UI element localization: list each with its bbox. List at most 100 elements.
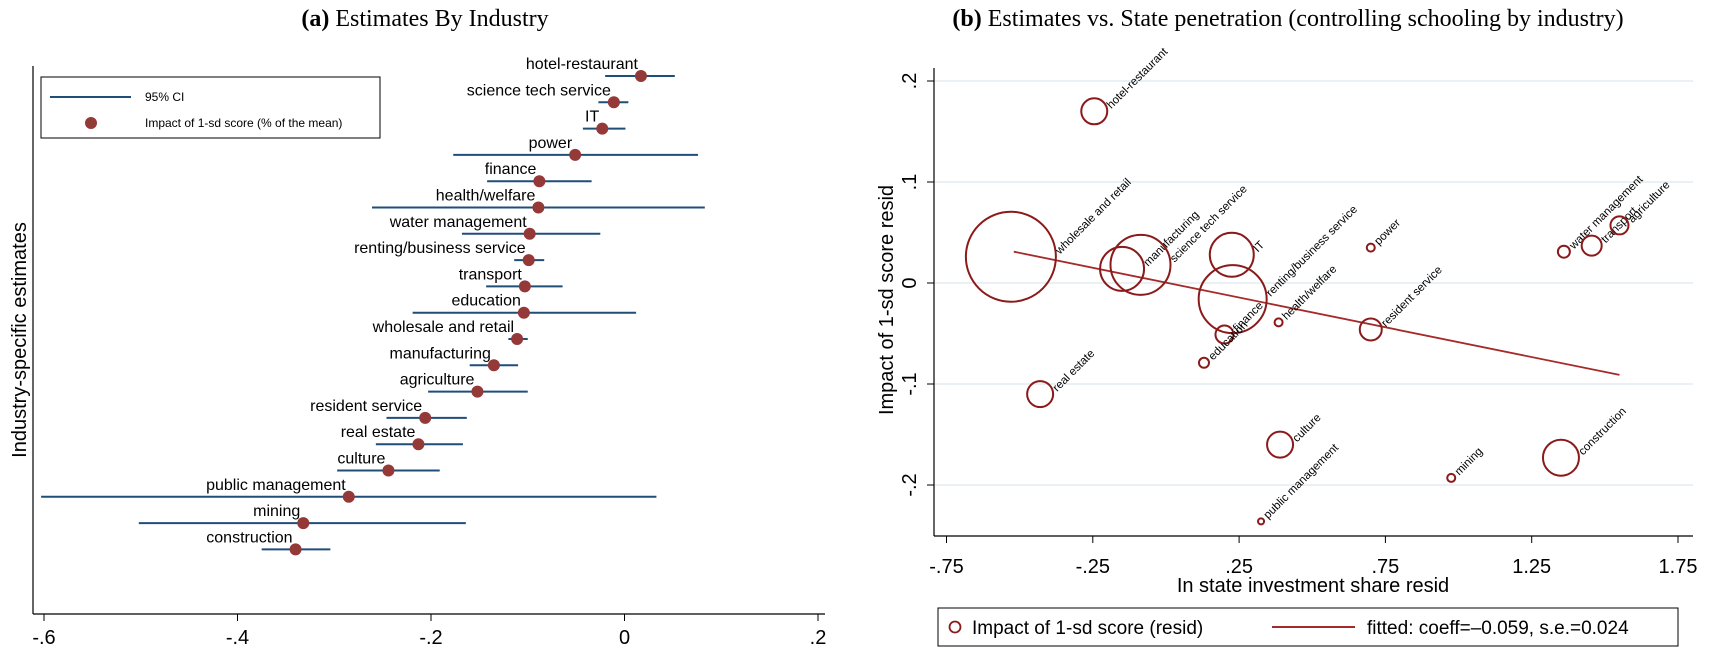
estimate-point: [487, 359, 500, 372]
legend-bubble-swatch: [948, 620, 962, 634]
industry-label: transport: [459, 266, 523, 283]
industry-label: wholesale and retail: [372, 319, 514, 336]
panel-a-x-tick-label: .2: [810, 627, 827, 649]
estimate-point: [607, 96, 620, 109]
estimate-point: [569, 148, 582, 161]
industry-label: manufacturing: [389, 345, 490, 362]
industry-label: resident service: [310, 398, 422, 415]
estimate-point: [634, 70, 647, 82]
panel-a-legend: 95% CI Impact of 1-sd score (% of the me…: [40, 76, 381, 139]
bubble-marker: [1214, 324, 1235, 345]
estimate-point: [419, 411, 432, 424]
legend-point-swatch: [85, 117, 97, 129]
estimate-point: [511, 333, 524, 345]
bubble-marker: [1365, 242, 1376, 253]
estimate-point: [596, 122, 609, 135]
industry-label: science tech service: [467, 82, 611, 99]
panel-a: (a) Estimates By Industry Industry-speci…: [9, 6, 826, 649]
industry-label: real estate: [341, 424, 416, 441]
panel-b-x-tick-label: .25: [1225, 556, 1253, 578]
bubble-marker: [1273, 317, 1284, 328]
industry-label: culture: [337, 451, 385, 468]
bubble-marker: [1080, 97, 1109, 126]
legend-fit-label: fitted: coeff=–0.059, s.e.=0.024: [1367, 618, 1629, 639]
bubble-marker: [964, 210, 1057, 303]
bubble-marker: [1197, 356, 1210, 369]
bubble-marker: [1257, 517, 1266, 526]
estimate-point: [289, 543, 302, 556]
panel-b-y-tick-label: 0: [899, 277, 921, 288]
panel-b-x-tick-label: .75: [1371, 556, 1399, 578]
panel-a-x-ticks: -.6 -.4 -.2 0 .2: [32, 614, 826, 649]
panel-a-title-text: Estimates By Industry: [335, 6, 548, 32]
panel-b-gridlines: [934, 80, 1693, 486]
estimate-point: [532, 201, 545, 214]
panel-a-title: (a) Estimates By Industry: [301, 6, 548, 32]
panel-a-x-tick-label: 0: [619, 627, 630, 649]
panel-b-y-tick-label: -.1: [899, 372, 921, 395]
panel-b-legend: Impact of 1-sd score (resid) fitted: coe…: [937, 607, 1679, 647]
bubble-label: real estate: [1051, 348, 1097, 394]
panel-b-x-tick-label: 1.75: [1659, 556, 1698, 578]
bubble-marker: [1541, 438, 1580, 477]
industry-label: hotel-restaurant: [526, 56, 639, 73]
bubble-label: culture: [1291, 412, 1324, 445]
panel-a-title-prefix: (a): [301, 6, 329, 32]
bubble-label: public management: [1262, 441, 1342, 521]
industry-label: construction: [206, 529, 292, 546]
industry-label: power: [529, 135, 573, 152]
panel-b: (b) Estimates vs. State penetration (con…: [876, 6, 1697, 647]
estimate-point: [523, 227, 536, 240]
bubble-label: construction: [1577, 406, 1629, 458]
legend-point-label: Impact of 1-sd score (% of the mean): [145, 116, 342, 130]
panel-b-x-tick-label: -.75: [929, 556, 963, 578]
fitted-line: [1013, 250, 1620, 376]
panel-a-plot-area: hotel-restaurant science tech service IT po…: [41, 56, 705, 556]
bubble-label: mining: [1453, 446, 1485, 478]
bubble-marker: [1197, 264, 1268, 335]
bubble-marker: [1099, 245, 1146, 292]
industry-label: mining: [253, 503, 300, 520]
panel-a-x-tick-label: -.2: [419, 627, 442, 649]
bubble-marker: [1580, 234, 1603, 257]
panel-b-y-tick-label: .2: [899, 73, 921, 90]
panel-b-x-tick-label: 1.25: [1512, 556, 1551, 578]
panel-b-title-prefix: (b): [952, 6, 981, 32]
industry-label: water management: [389, 214, 528, 231]
panel-a-x-tick-label: -.6: [32, 627, 55, 649]
bubble-marker: [1208, 231, 1255, 278]
estimate-point: [471, 385, 484, 398]
estimate-point: [342, 490, 355, 503]
panel-b-y-tick-label: -.2: [899, 473, 921, 496]
estimate-point: [522, 254, 535, 267]
panel-b-x-axis-label: In state investment share resid: [1177, 575, 1449, 597]
estimate-point: [412, 438, 425, 451]
panel-b-title: (b) Estimates vs. State penetration (con…: [952, 6, 1623, 32]
bubble-marker: [1026, 380, 1055, 409]
estimate-point: [518, 280, 531, 293]
industry-label: education: [451, 293, 520, 310]
bubble-marker: [1358, 317, 1383, 342]
bubble-label: power: [1372, 217, 1403, 248]
panel-a-y-axis-label: Industry-specific estimates: [9, 222, 31, 458]
estimate-point: [382, 464, 395, 477]
bubble-marker: [1109, 233, 1172, 296]
industry-label: health/welfare: [436, 188, 536, 205]
legend-ci-label: 95% CI: [145, 90, 184, 104]
bubble-label: hotel-restaurant: [1105, 45, 1171, 111]
bubble-label: wholesale and retail: [1053, 176, 1134, 257]
bubble-marker: [1266, 430, 1295, 459]
panel-a-legend-box: [40, 76, 381, 139]
bubble-marker: [1446, 472, 1457, 483]
industry-label: agriculture: [400, 372, 475, 389]
industry-label: public management: [206, 477, 346, 494]
bubble-marker: [1609, 215, 1630, 236]
bubble-label: resident service: [1379, 264, 1444, 329]
industry-label: finance: [485, 161, 537, 178]
panel-b-ticks: -.2 -.1 0 .1 .2 -.75 -.25 .25 .75 1.25 1.75: [899, 73, 1697, 578]
industry-label: renting/business service: [354, 240, 526, 257]
estimate-point: [517, 306, 530, 319]
panel-b-x-tick-label: -.25: [1076, 556, 1110, 578]
